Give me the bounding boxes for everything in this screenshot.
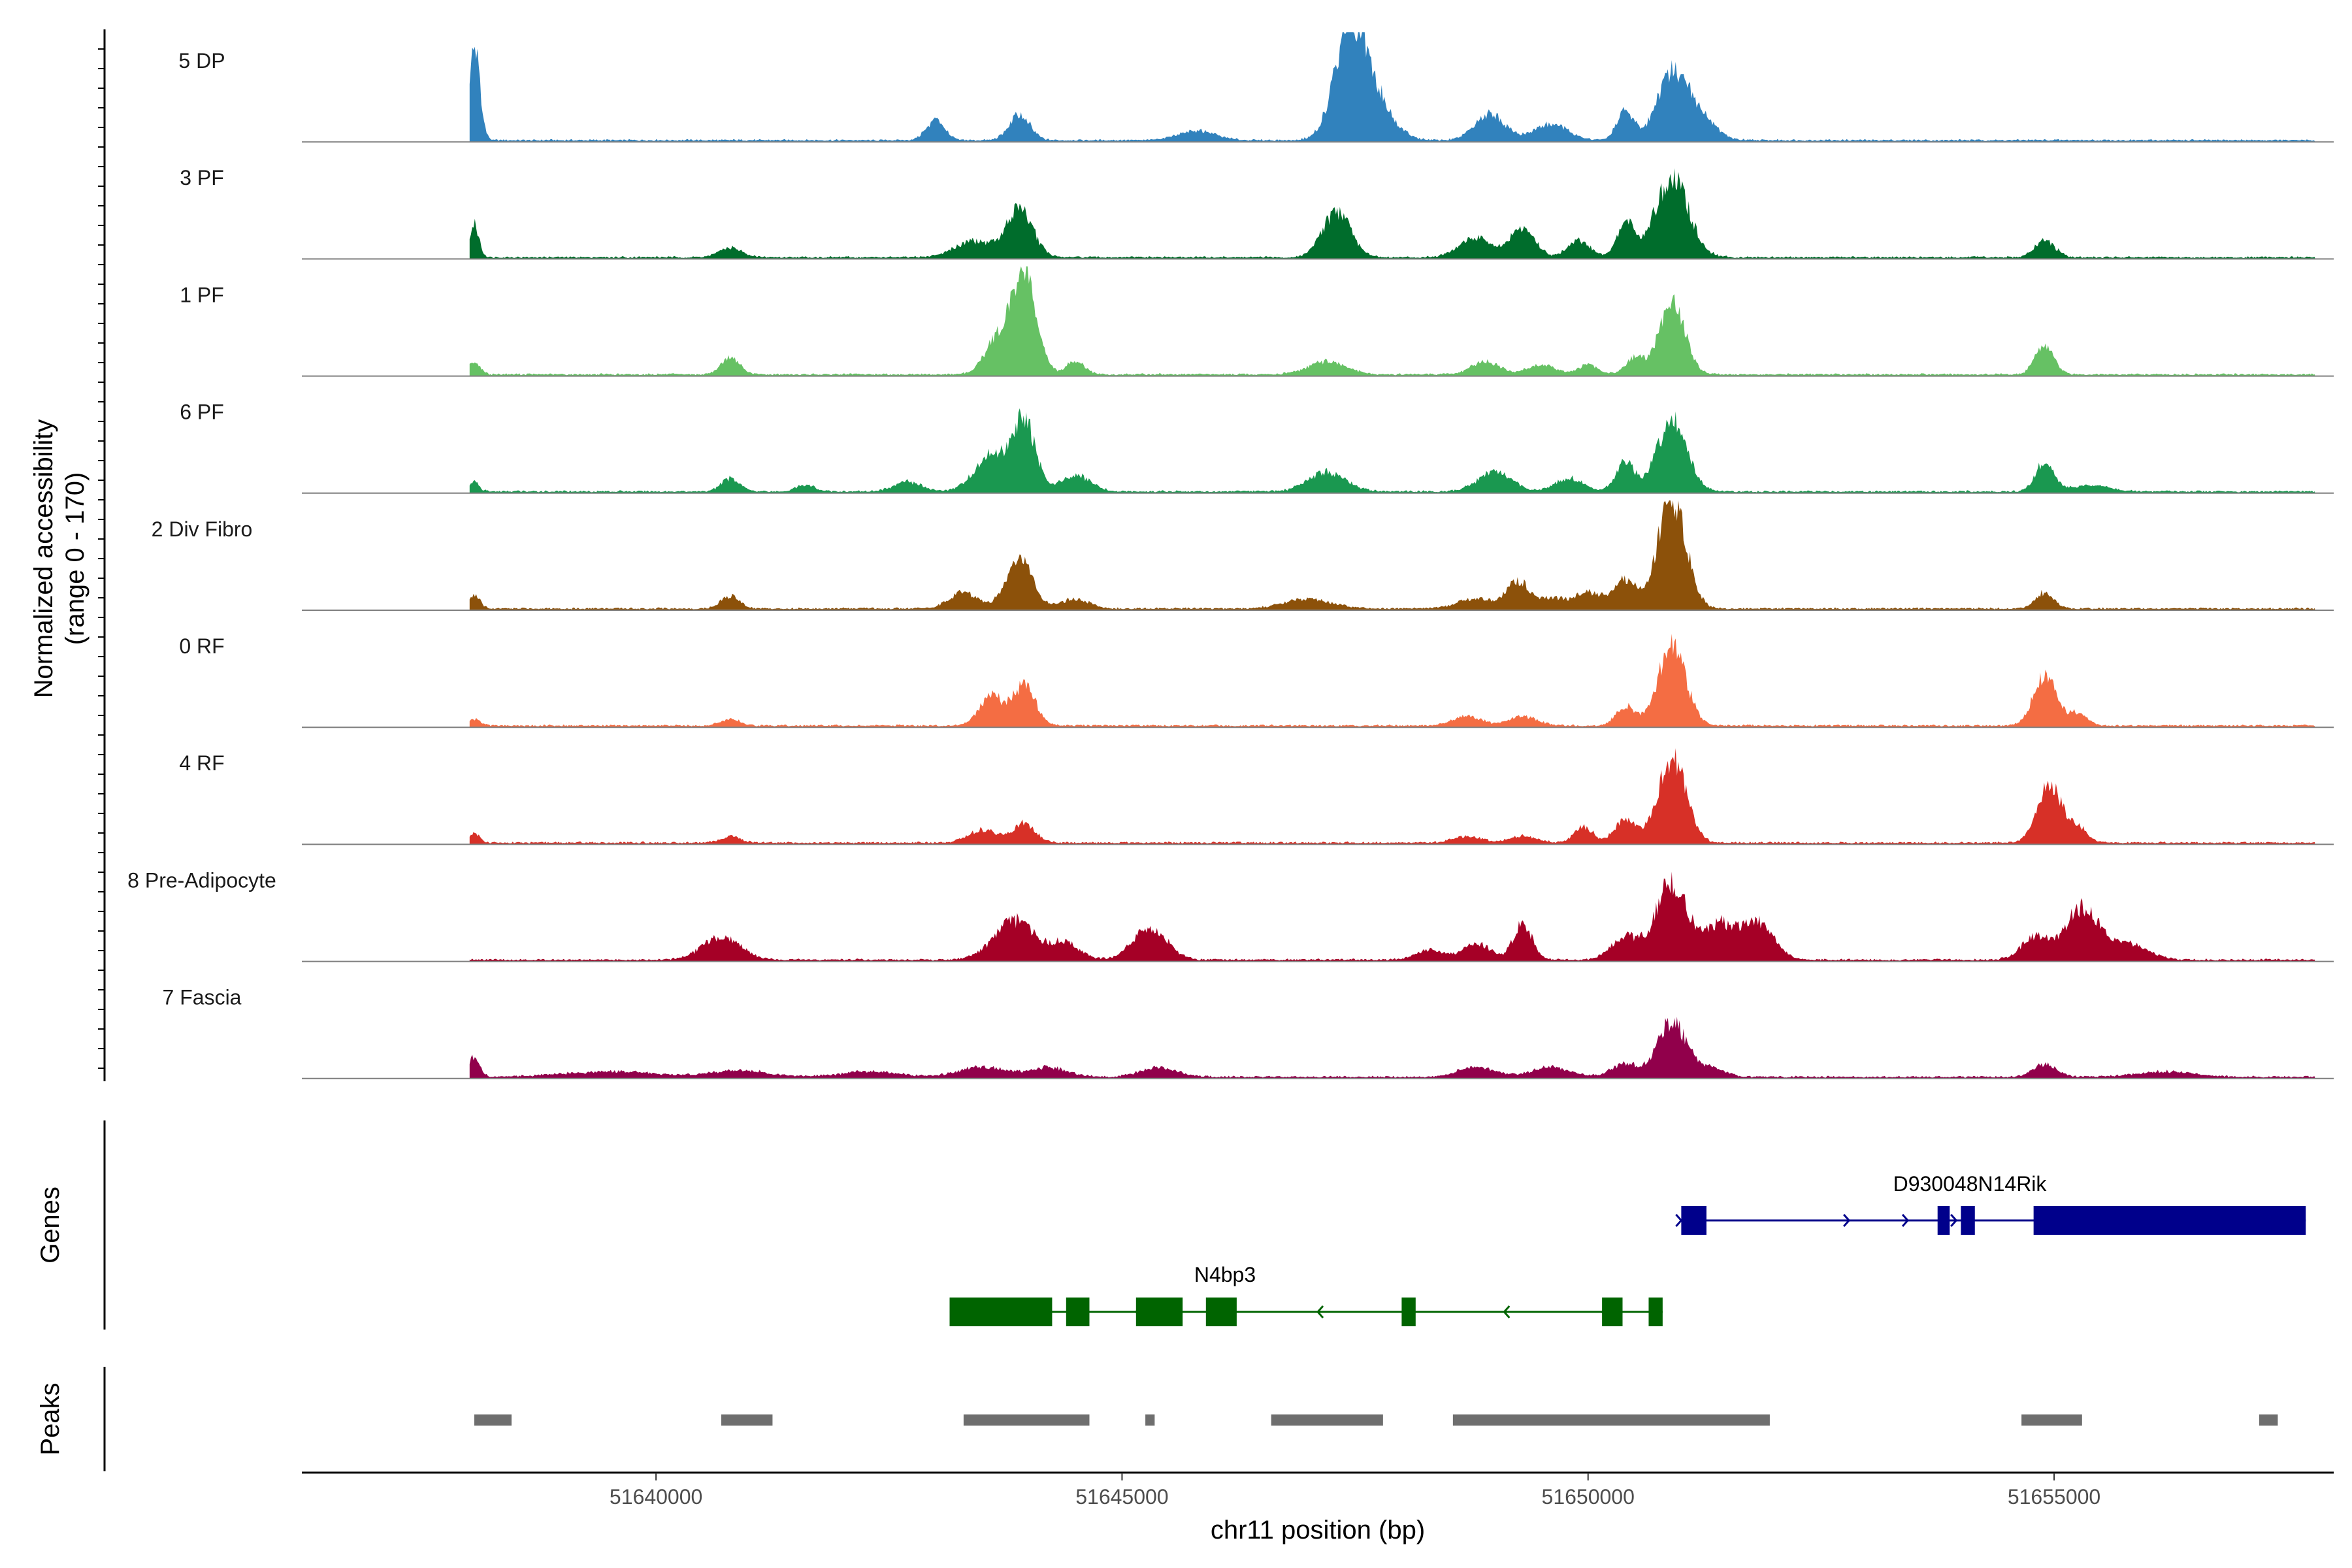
x-tick-label: 51640000	[610, 1485, 702, 1509]
x-axis-title: chr11 position (bp)	[1211, 1516, 1425, 1544]
track-1-pf: 1 PF	[180, 266, 2334, 377]
peak-region	[1452, 1414, 1770, 1426]
x-tick-label: 51645000	[1075, 1485, 1168, 1509]
track-2-div-fibro: 2 Div Fibro	[152, 500, 2334, 611]
peak-region	[2021, 1414, 2082, 1426]
gene-exon	[1205, 1298, 1237, 1326]
track-label: 1 PF	[180, 283, 224, 306]
y-axis-range: (range 0 - 170)	[61, 472, 90, 645]
gene-exon	[1937, 1206, 1950, 1235]
peak-region	[1145, 1414, 1155, 1426]
track-signal	[469, 1017, 2315, 1079]
gene-n4bp3: N4bp3	[949, 1263, 1663, 1326]
strand-arrow	[1675, 1214, 1683, 1227]
peak-region	[474, 1414, 512, 1426]
x-axis: 51640000 51645000 51650000 51655000	[302, 1471, 2334, 1509]
peak-region	[2259, 1414, 2278, 1426]
gene-exon	[1135, 1298, 1183, 1326]
track-label: 7 Fascia	[163, 986, 242, 1009]
peak-region	[963, 1414, 1090, 1426]
track-label: 0 RF	[179, 634, 224, 658]
genes-track-title: Genes	[36, 1186, 65, 1264]
track-label: 6 PF	[180, 400, 224, 424]
x-tick-label: 51650000	[1542, 1485, 1635, 1509]
track-7-fascia: 7 Fascia	[163, 986, 2334, 1079]
peaks-track-title: Peaks	[36, 1382, 65, 1455]
track-3-pf: 3 PF	[180, 166, 2334, 260]
peak-region	[721, 1414, 773, 1426]
track-label: 8 Pre-Adipocyte	[127, 868, 276, 892]
gene-exon	[1602, 1298, 1623, 1326]
track-signal	[469, 168, 2315, 259]
gene-exon	[1401, 1298, 1416, 1326]
track-8-pre-adipocyte: 8 Pre-Adipocyte	[127, 868, 2334, 962]
y-axis-title: Normalized accessibility	[29, 419, 58, 698]
gene-exon	[1066, 1298, 1090, 1326]
track-label: 5 DP	[178, 49, 225, 73]
peak-track	[103, 1367, 2278, 1471]
strand-arrow	[1950, 1214, 1958, 1227]
track-signal	[469, 500, 2315, 610]
strand-arrow	[1601, 1305, 1609, 1318]
track-5-dp: 5 DP	[178, 32, 2334, 143]
x-tick-label: 51655000	[2008, 1485, 2100, 1509]
track-4-rf: 4 RF	[179, 748, 2334, 845]
gene-exon	[2033, 1206, 2306, 1235]
strand-arrow	[1134, 1305, 1142, 1318]
track-label: 4 RF	[179, 751, 224, 775]
peak-region	[1271, 1414, 1383, 1426]
track-6-pf: 6 PF	[180, 400, 2334, 494]
track-signal	[469, 872, 2315, 962]
track-signal	[469, 266, 2315, 376]
accessibility-tracks: 5 DP 3 PF 1 PF 6 PF 2 Div Fibro 0 RF 4 RF 8 Pre…	[127, 32, 2334, 1079]
y-axis-line	[98, 29, 106, 1081]
gene-exon	[1681, 1206, 1707, 1235]
strand-arrow	[1503, 1305, 1511, 1318]
gene-exon	[949, 1298, 1053, 1326]
track-0-rf: 0 RF	[179, 634, 2334, 728]
track-signal	[469, 634, 2315, 728]
gene-label: D930048N14Rik	[1893, 1172, 2048, 1196]
track-signal	[469, 408, 2315, 493]
gene-exon	[1961, 1206, 1975, 1235]
track-label: 3 PF	[180, 166, 224, 189]
track-signal	[469, 748, 2315, 845]
strand-arrow	[1843, 1214, 1851, 1227]
strand-arrow	[1316, 1305, 1324, 1318]
gene-label: N4bp3	[1194, 1263, 1256, 1286]
gene-track: D930048N14Rik N4bp3	[103, 1120, 2306, 1330]
gene-exon	[1648, 1298, 1663, 1326]
track-label: 2 Div Fibro	[152, 517, 253, 541]
track-signal	[469, 32, 2315, 142]
strand-arrow	[1901, 1214, 1910, 1227]
gene-d930048n14rik: D930048N14Rik	[1675, 1172, 2306, 1235]
